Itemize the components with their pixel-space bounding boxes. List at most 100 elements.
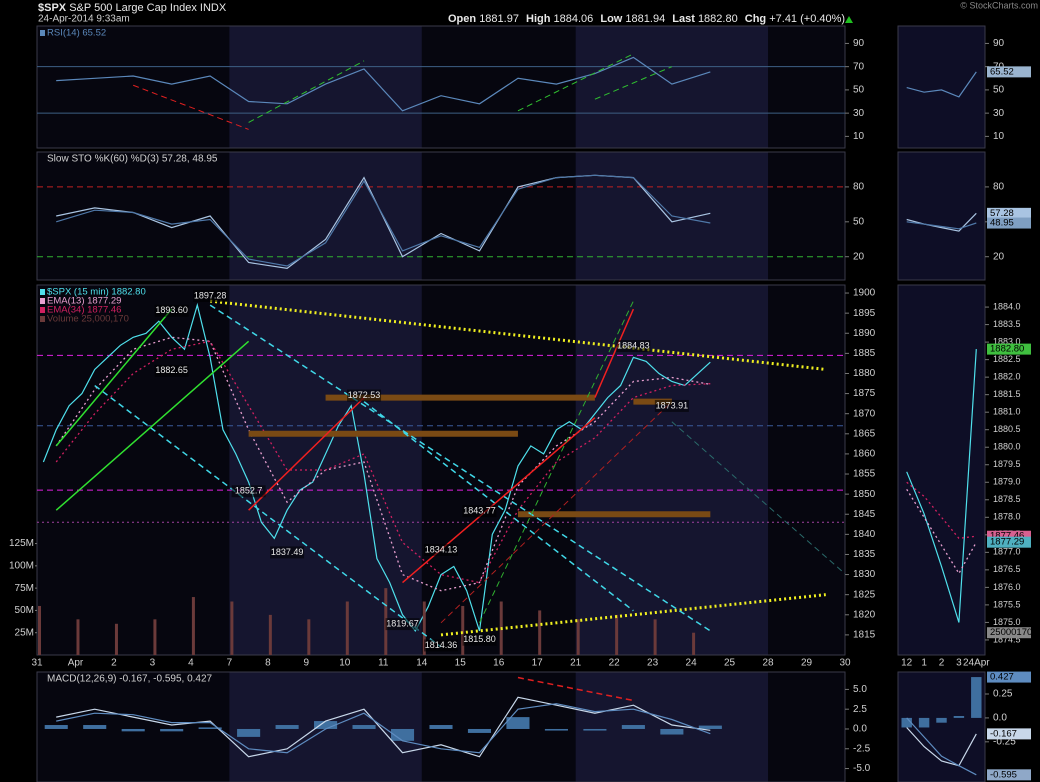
value-tag-bg (987, 728, 1031, 740)
y-tick-label: 10 (993, 131, 1005, 142)
annotation-bg (424, 639, 458, 652)
x-tick-label: 24Apr (963, 658, 990, 669)
quote-value: +7.41 (+0.40%) (769, 13, 845, 25)
annotation-bg (385, 618, 420, 631)
symbol: $SPX (38, 2, 67, 14)
x-tick-label: 30 (839, 658, 851, 669)
y-tick-label: 1900 (853, 288, 876, 299)
y2-tick-label: 25M (15, 627, 34, 638)
bar (198, 727, 222, 729)
bar (191, 597, 195, 655)
bar (230, 601, 234, 655)
price-annotation: 1843.77 (463, 506, 496, 516)
y-tick-label: 90 (853, 38, 865, 49)
y-tick-label: 30 (993, 108, 1005, 119)
x-tick-label: 14 (416, 658, 428, 669)
bar (901, 717, 912, 728)
week-shade (229, 26, 422, 148)
bar (38, 605, 41, 655)
trend-line (594, 66, 673, 100)
price-annotation: 1893.60 (155, 305, 188, 315)
y-tick-label: 1883.5 (993, 319, 1021, 329)
trend-line (55, 308, 173, 447)
series-line (906, 221, 977, 230)
price-annotation: 1852.7 (235, 486, 263, 496)
price-annotation: 1834.13 (425, 544, 458, 554)
price-annotation: 1815.80 (463, 634, 496, 644)
value-tag-bg (987, 343, 1031, 355)
exchange: INDX (200, 2, 227, 14)
series-line (42, 302, 711, 632)
bar (121, 728, 145, 732)
bar (83, 725, 107, 729)
y-tick-label: 1876.0 (993, 582, 1021, 592)
y-tick-label: 1840 (853, 529, 876, 540)
y-tick-label: 0.25 (993, 689, 1013, 700)
panel-title: Slow STO %K(60) %D(3) 57.28, 48.95 (47, 154, 218, 165)
value-tag: 25000170 (990, 627, 1032, 638)
price-annotation: 1897.28 (194, 290, 227, 300)
bar (576, 619, 580, 655)
quote: Open 1881.97 High 1884.06 Low 1881.94 La… (448, 13, 845, 25)
x-tick-label: 11 (378, 658, 389, 669)
series-line (906, 488, 977, 575)
bar (936, 717, 947, 723)
x-tick-label: 23 (647, 658, 659, 669)
y2-tick-label: 50M (15, 605, 34, 616)
annotation-bg (270, 546, 305, 559)
value-tag-bg (987, 769, 1031, 781)
y-tick-label: 5.0 (853, 684, 867, 695)
y-tick-label: 1882.0 (993, 372, 1021, 382)
value-tag: 1882.80 (990, 344, 1024, 355)
bar (390, 728, 415, 741)
annotation-bg (231, 485, 266, 498)
legend-swatch (40, 298, 45, 304)
y-tick-label: 1880.5 (993, 424, 1021, 434)
y-tick-label: 1875 (853, 388, 876, 399)
series-line (55, 340, 711, 584)
x-tick-label: 22 (609, 658, 621, 669)
y-tick-label: 50 (853, 85, 865, 96)
y-tick-label: 50 (993, 85, 1005, 96)
panel (897, 284, 986, 656)
y-tick-label: 1883.0 (993, 336, 1021, 346)
y-tick-label: 1885 (853, 348, 876, 359)
quote-value: 1882.80 (698, 13, 738, 25)
value-tag: -0.167 (990, 728, 1017, 739)
price-annotation: 1872.53 (348, 390, 381, 400)
y-tick-label: 0.0 (853, 724, 867, 735)
annotation-bg (616, 340, 651, 353)
y-tick-label: 1876.5 (993, 564, 1021, 574)
bar (352, 725, 376, 729)
y-tick-label: 20 (993, 251, 1005, 262)
value-tag-bg (987, 66, 1031, 78)
y-tick-label: 30 (853, 108, 865, 119)
series-line (906, 717, 977, 776)
bar (615, 614, 619, 655)
y-tick-label: 0.0 (993, 713, 1007, 724)
week-shade (575, 285, 769, 655)
price-annotation: 1884.83 (617, 340, 650, 350)
y-tick-label: 90 (993, 38, 1005, 49)
value-tag-bg (987, 530, 1031, 542)
y-tick-label: 1881.5 (993, 389, 1021, 399)
bar (275, 725, 299, 729)
y-tick-label: 1874.5 (993, 634, 1021, 644)
series-line (56, 174, 711, 267)
chart-header: $SPX S&P 500 Large Cap Index INDX (38, 2, 227, 14)
series-line (56, 703, 711, 754)
plot-area (37, 174, 845, 270)
trend-line (594, 308, 635, 398)
trend-line (248, 60, 365, 123)
bar (461, 605, 465, 655)
value-tag: -0.595 (990, 769, 1017, 780)
annotation-bg (462, 505, 497, 518)
legend-swatch (40, 316, 45, 322)
plot-area (906, 349, 977, 623)
y-tick-label: -5.0 (853, 763, 871, 774)
x-tick-label: Apr (68, 658, 84, 669)
bar (237, 728, 261, 737)
bar (653, 619, 657, 655)
bar (268, 614, 272, 655)
series-line (56, 696, 711, 758)
